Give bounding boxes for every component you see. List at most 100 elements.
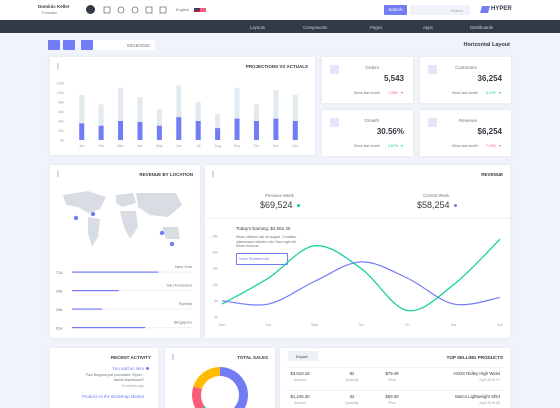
inner-panel: [205, 218, 510, 219]
export-button[interactable]: [288, 351, 318, 361]
card-title: TOTAL SALES: [237, 355, 268, 360]
stat-title: Customers: [455, 65, 477, 70]
cell-label: Price: [388, 401, 396, 405]
bar: [98, 104, 104, 140]
x-tick-label: Sat: [451, 323, 456, 327]
stat-change: 7.00%: [486, 144, 496, 148]
bar: [137, 121, 143, 140]
x-tick-label: Jun: [176, 144, 182, 148]
y-tick-label: 120k: [56, 81, 64, 85]
menu-dot: [172, 358, 174, 360]
donut-segment: [193, 367, 220, 390]
y-tick-label: 20k: [212, 251, 218, 255]
y-tick-label: 60k: [58, 110, 64, 114]
x-tick-label: Jan: [79, 144, 85, 148]
x-tick-label: Feb: [98, 144, 104, 148]
map-marker[interactable]: [90, 211, 96, 217]
bar: [273, 90, 279, 140]
button-label[interactable]: View Statements: [239, 256, 269, 261]
icon[interactable]: [159, 6, 167, 14]
card-title: RECENT ACTIVITY: [110, 355, 151, 360]
bar: [273, 118, 279, 140]
cell-label: Price: [388, 378, 396, 382]
location-name: San Francisco: [166, 283, 192, 288]
nav-item[interactable]: Apps: [423, 24, 433, 30]
sales-card: TOTAL SALES: [165, 348, 275, 408]
bar: [137, 97, 143, 140]
icon[interactable]: [131, 6, 139, 14]
nav-item[interactable]: Dashboards: [470, 24, 494, 30]
continent: [136, 193, 182, 217]
line: [221, 261, 501, 306]
date-input[interactable]: [93, 40, 155, 50]
statements-button[interactable]: [236, 253, 288, 265]
bar: [72, 290, 119, 292]
stat-icon: [428, 118, 437, 127]
toolbar-button[interactable]: [81, 40, 93, 50]
map-marker[interactable]: [169, 241, 175, 247]
bar: [253, 121, 259, 140]
stat-title: Growth: [364, 118, 379, 123]
cell-value: $59.39: [385, 394, 399, 399]
icon[interactable]: [117, 6, 125, 14]
toolbar-button[interactable]: [48, 40, 60, 50]
continent: [120, 211, 138, 239]
search-input[interactable]: [410, 5, 470, 15]
stat-value: 5,543: [383, 74, 404, 83]
bar: [215, 128, 221, 140]
cell-value: 32: [349, 394, 355, 399]
language[interactable]: English: [176, 7, 190, 12]
y-tick-label: 15k: [212, 267, 218, 271]
stat-arrow: [499, 145, 501, 147]
nav-item[interactable]: Layouts: [250, 24, 266, 30]
bar: [72, 271, 159, 273]
export-label[interactable]: Export: [296, 353, 308, 359]
y-tick-label: 0k: [60, 138, 64, 142]
x-tick-label: Jul: [196, 144, 201, 148]
stat-icon: [330, 65, 339, 74]
stat-card: Customers 36,254 Since last month 5.27%: [420, 57, 511, 103]
menu-dot: [212, 173, 214, 175]
user-name[interactable]: Dominic Keller: [38, 4, 70, 9]
logo[interactable]: HYPER: [491, 6, 512, 12]
continent: [63, 191, 106, 213]
icon[interactable]: [103, 6, 111, 14]
bar: [79, 94, 85, 140]
cell-value: 82: [349, 371, 355, 376]
x-tick-label: Fri: [405, 323, 409, 327]
bar: [176, 85, 182, 140]
activity-time: 5 minutes ago: [122, 384, 144, 388]
menu-icon: [212, 171, 214, 177]
map-marker[interactable]: [73, 215, 79, 221]
menu-dot: [57, 65, 59, 67]
stat-change: 5.27%: [486, 91, 496, 95]
bar: [79, 123, 85, 140]
card-title: REVENUE BY LOCATION: [139, 172, 193, 177]
continent: [88, 217, 100, 247]
map-marker[interactable]: [159, 230, 165, 236]
x-tick-label: Aug: [215, 144, 221, 148]
activity-title: You sold an item: [112, 366, 144, 371]
y-tick-label: 10k: [212, 283, 218, 287]
nav-item[interactable]: Components: [303, 24, 328, 30]
revenue-card: REVENUE Previous Week $69,524 Current Week $…: [205, 165, 510, 338]
activity-text: Paul Burgess just purchased “Hyper - Adm…: [85, 373, 144, 382]
x-tick-label: Sun: [497, 323, 503, 327]
menu-dot: [172, 356, 174, 358]
toolbar-button[interactable]: [63, 40, 75, 50]
search-button[interactable]: Search: [384, 5, 407, 15]
projections-card: PROJECTIONS VS ACTUALS 0k 20k 40k 60k 80k 100k…: [50, 57, 315, 155]
stat-title: Revenue: [458, 118, 477, 123]
page-title: Horizontal Layout: [463, 42, 510, 48]
stat-card: Growth 30.56% Since last month 4.87%: [322, 110, 413, 156]
stat-change: 4.87%: [388, 144, 398, 148]
bar: [72, 308, 102, 310]
stat-card: Orders 5,543 Since last month 1.08%: [322, 57, 413, 103]
nav-item[interactable]: Pages: [370, 24, 383, 30]
location-value: 39k: [56, 289, 62, 294]
menu-icon: [57, 63, 59, 69]
card-title: TOP SELLING PRODUCTS: [446, 355, 503, 360]
avatar[interactable]: [86, 5, 95, 14]
icon[interactable]: [145, 6, 153, 14]
user-role: Founder: [42, 10, 57, 15]
